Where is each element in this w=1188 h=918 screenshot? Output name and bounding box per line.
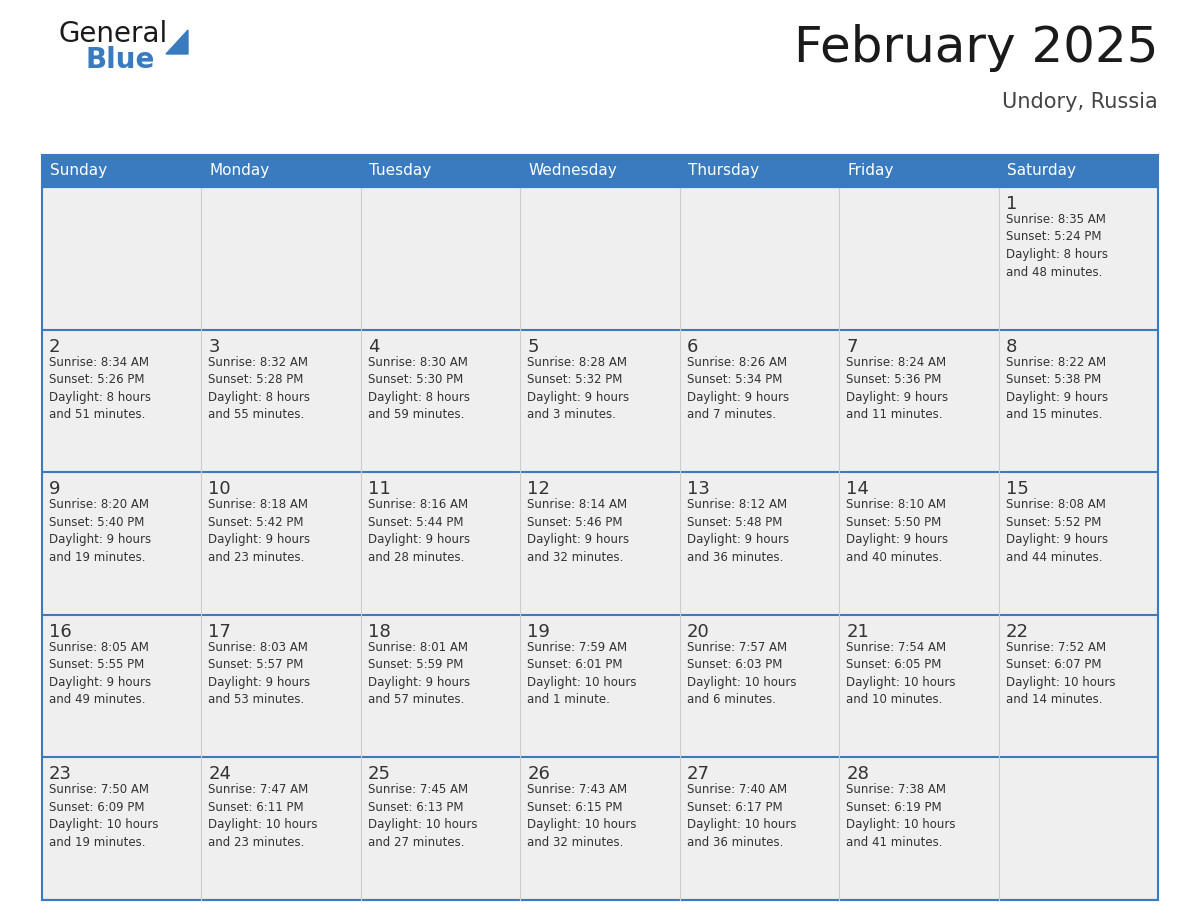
Text: Sunrise: 8:05 AM
Sunset: 5:55 PM
Daylight: 9 hours
and 49 minutes.: Sunrise: 8:05 AM Sunset: 5:55 PM Dayligh… bbox=[49, 641, 151, 706]
Text: Saturday: Saturday bbox=[1006, 163, 1075, 178]
Text: Sunrise: 8:34 AM
Sunset: 5:26 PM
Daylight: 8 hours
and 51 minutes.: Sunrise: 8:34 AM Sunset: 5:26 PM Dayligh… bbox=[49, 355, 151, 421]
Text: Sunrise: 8:28 AM
Sunset: 5:32 PM
Daylight: 9 hours
and 3 minutes.: Sunrise: 8:28 AM Sunset: 5:32 PM Dayligh… bbox=[527, 355, 630, 421]
Text: 23: 23 bbox=[49, 766, 72, 783]
Text: Sunrise: 8:26 AM
Sunset: 5:34 PM
Daylight: 9 hours
and 7 minutes.: Sunrise: 8:26 AM Sunset: 5:34 PM Dayligh… bbox=[687, 355, 789, 421]
Text: 20: 20 bbox=[687, 622, 709, 641]
Text: 18: 18 bbox=[368, 622, 391, 641]
Bar bbox=[42, 155, 202, 187]
Text: 24: 24 bbox=[208, 766, 232, 783]
Text: 21: 21 bbox=[846, 622, 868, 641]
Text: 1: 1 bbox=[1005, 195, 1017, 213]
Text: 27: 27 bbox=[687, 766, 709, 783]
Text: Sunrise: 7:38 AM
Sunset: 6:19 PM
Daylight: 10 hours
and 41 minutes.: Sunrise: 7:38 AM Sunset: 6:19 PM Dayligh… bbox=[846, 783, 955, 849]
Polygon shape bbox=[166, 30, 188, 54]
Text: 2: 2 bbox=[49, 338, 61, 355]
Bar bbox=[202, 155, 361, 187]
Text: Sunrise: 8:03 AM
Sunset: 5:57 PM
Daylight: 9 hours
and 53 minutes.: Sunrise: 8:03 AM Sunset: 5:57 PM Dayligh… bbox=[208, 641, 310, 706]
Text: Sunrise: 7:59 AM
Sunset: 6:01 PM
Daylight: 10 hours
and 1 minute.: Sunrise: 7:59 AM Sunset: 6:01 PM Dayligh… bbox=[527, 641, 637, 706]
Text: Thursday: Thursday bbox=[688, 163, 759, 178]
Bar bbox=[361, 155, 520, 187]
Text: Sunrise: 7:50 AM
Sunset: 6:09 PM
Daylight: 10 hours
and 19 minutes.: Sunrise: 7:50 AM Sunset: 6:09 PM Dayligh… bbox=[49, 783, 158, 849]
Bar bbox=[42, 187, 1158, 900]
Text: 3: 3 bbox=[208, 338, 220, 355]
Text: Tuesday: Tuesday bbox=[368, 163, 431, 178]
Text: Undory, Russia: Undory, Russia bbox=[1003, 92, 1158, 112]
Text: Monday: Monday bbox=[209, 163, 270, 178]
Text: Sunrise: 8:12 AM
Sunset: 5:48 PM
Daylight: 9 hours
and 36 minutes.: Sunrise: 8:12 AM Sunset: 5:48 PM Dayligh… bbox=[687, 498, 789, 564]
Text: Sunrise: 8:22 AM
Sunset: 5:38 PM
Daylight: 9 hours
and 15 minutes.: Sunrise: 8:22 AM Sunset: 5:38 PM Dayligh… bbox=[1005, 355, 1107, 421]
Text: Sunrise: 8:16 AM
Sunset: 5:44 PM
Daylight: 9 hours
and 28 minutes.: Sunrise: 8:16 AM Sunset: 5:44 PM Dayligh… bbox=[368, 498, 470, 564]
Text: 14: 14 bbox=[846, 480, 868, 498]
Text: 25: 25 bbox=[368, 766, 391, 783]
Text: Sunrise: 7:47 AM
Sunset: 6:11 PM
Daylight: 10 hours
and 23 minutes.: Sunrise: 7:47 AM Sunset: 6:11 PM Dayligh… bbox=[208, 783, 318, 849]
Bar bbox=[520, 155, 680, 187]
Text: 28: 28 bbox=[846, 766, 868, 783]
Bar bbox=[42, 155, 1158, 900]
Text: Sunrise: 8:01 AM
Sunset: 5:59 PM
Daylight: 9 hours
and 57 minutes.: Sunrise: 8:01 AM Sunset: 5:59 PM Dayligh… bbox=[368, 641, 470, 706]
Text: Friday: Friday bbox=[847, 163, 893, 178]
Text: 4: 4 bbox=[368, 338, 379, 355]
Text: 16: 16 bbox=[49, 622, 71, 641]
Text: 7: 7 bbox=[846, 338, 858, 355]
Text: Sunrise: 7:45 AM
Sunset: 6:13 PM
Daylight: 10 hours
and 27 minutes.: Sunrise: 7:45 AM Sunset: 6:13 PM Dayligh… bbox=[368, 783, 478, 849]
Text: Blue: Blue bbox=[86, 46, 156, 74]
Text: Sunrise: 8:08 AM
Sunset: 5:52 PM
Daylight: 9 hours
and 44 minutes.: Sunrise: 8:08 AM Sunset: 5:52 PM Dayligh… bbox=[1005, 498, 1107, 564]
Text: 22: 22 bbox=[1005, 622, 1029, 641]
Text: Sunrise: 8:18 AM
Sunset: 5:42 PM
Daylight: 9 hours
and 23 minutes.: Sunrise: 8:18 AM Sunset: 5:42 PM Dayligh… bbox=[208, 498, 310, 564]
Text: 9: 9 bbox=[49, 480, 61, 498]
Text: General: General bbox=[58, 20, 168, 48]
Bar bbox=[999, 155, 1158, 187]
Text: Sunrise: 7:40 AM
Sunset: 6:17 PM
Daylight: 10 hours
and 36 minutes.: Sunrise: 7:40 AM Sunset: 6:17 PM Dayligh… bbox=[687, 783, 796, 849]
Text: Sunrise: 8:32 AM
Sunset: 5:28 PM
Daylight: 8 hours
and 55 minutes.: Sunrise: 8:32 AM Sunset: 5:28 PM Dayligh… bbox=[208, 355, 310, 421]
Text: Sunrise: 8:20 AM
Sunset: 5:40 PM
Daylight: 9 hours
and 19 minutes.: Sunrise: 8:20 AM Sunset: 5:40 PM Dayligh… bbox=[49, 498, 151, 564]
Text: Sunrise: 7:57 AM
Sunset: 6:03 PM
Daylight: 10 hours
and 6 minutes.: Sunrise: 7:57 AM Sunset: 6:03 PM Dayligh… bbox=[687, 641, 796, 706]
Text: 26: 26 bbox=[527, 766, 550, 783]
Text: Sunrise: 8:35 AM
Sunset: 5:24 PM
Daylight: 8 hours
and 48 minutes.: Sunrise: 8:35 AM Sunset: 5:24 PM Dayligh… bbox=[1005, 213, 1107, 278]
Text: Sunday: Sunday bbox=[50, 163, 107, 178]
Text: 8: 8 bbox=[1005, 338, 1017, 355]
Text: Sunrise: 8:10 AM
Sunset: 5:50 PM
Daylight: 9 hours
and 40 minutes.: Sunrise: 8:10 AM Sunset: 5:50 PM Dayligh… bbox=[846, 498, 948, 564]
Bar bbox=[839, 155, 999, 187]
Text: Sunrise: 8:14 AM
Sunset: 5:46 PM
Daylight: 9 hours
and 32 minutes.: Sunrise: 8:14 AM Sunset: 5:46 PM Dayligh… bbox=[527, 498, 630, 564]
Text: Sunrise: 7:52 AM
Sunset: 6:07 PM
Daylight: 10 hours
and 14 minutes.: Sunrise: 7:52 AM Sunset: 6:07 PM Dayligh… bbox=[1005, 641, 1116, 706]
Text: 15: 15 bbox=[1005, 480, 1029, 498]
Text: 19: 19 bbox=[527, 622, 550, 641]
Text: Sunrise: 8:24 AM
Sunset: 5:36 PM
Daylight: 9 hours
and 11 minutes.: Sunrise: 8:24 AM Sunset: 5:36 PM Dayligh… bbox=[846, 355, 948, 421]
Text: 13: 13 bbox=[687, 480, 709, 498]
Text: 10: 10 bbox=[208, 480, 230, 498]
Text: 11: 11 bbox=[368, 480, 391, 498]
Text: 6: 6 bbox=[687, 338, 699, 355]
Text: Wednesday: Wednesday bbox=[529, 163, 617, 178]
Text: 5: 5 bbox=[527, 338, 539, 355]
Text: 17: 17 bbox=[208, 622, 232, 641]
Text: Sunrise: 7:54 AM
Sunset: 6:05 PM
Daylight: 10 hours
and 10 minutes.: Sunrise: 7:54 AM Sunset: 6:05 PM Dayligh… bbox=[846, 641, 955, 706]
Bar bbox=[680, 155, 839, 187]
Text: 12: 12 bbox=[527, 480, 550, 498]
Text: Sunrise: 8:30 AM
Sunset: 5:30 PM
Daylight: 8 hours
and 59 minutes.: Sunrise: 8:30 AM Sunset: 5:30 PM Dayligh… bbox=[368, 355, 470, 421]
Text: February 2025: February 2025 bbox=[794, 24, 1158, 72]
Text: Sunrise: 7:43 AM
Sunset: 6:15 PM
Daylight: 10 hours
and 32 minutes.: Sunrise: 7:43 AM Sunset: 6:15 PM Dayligh… bbox=[527, 783, 637, 849]
